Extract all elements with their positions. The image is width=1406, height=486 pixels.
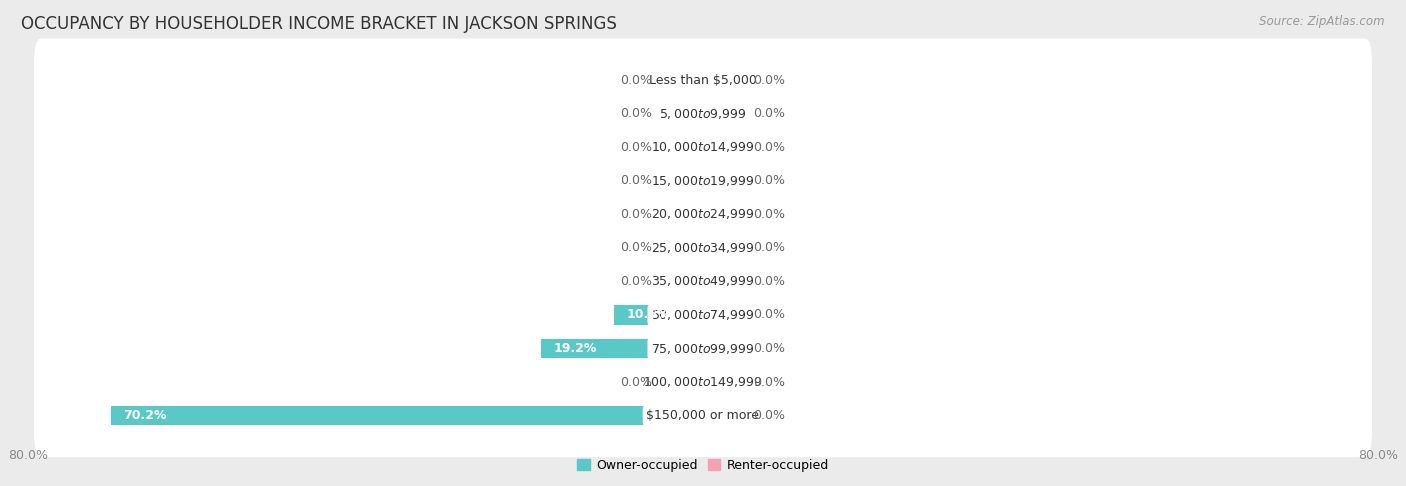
Text: OCCUPANCY BY HOUSEHOLDER INCOME BRACKET IN JACKSON SPRINGS: OCCUPANCY BY HOUSEHOLDER INCOME BRACKET … [21,15,617,33]
Legend: Owner-occupied, Renter-occupied: Owner-occupied, Renter-occupied [572,453,834,477]
Text: $150,000 or more: $150,000 or more [647,409,759,422]
Bar [657,272,703,291]
Bar [703,138,749,157]
Text: 0.0%: 0.0% [754,376,786,388]
Bar [657,372,703,392]
FancyBboxPatch shape [34,105,1372,189]
FancyBboxPatch shape [34,240,1372,323]
Text: 10.6%: 10.6% [626,309,669,321]
Text: $75,000 to $99,999: $75,000 to $99,999 [651,342,755,355]
Text: Source: ZipAtlas.com: Source: ZipAtlas.com [1260,15,1385,28]
Bar [703,70,749,90]
FancyBboxPatch shape [34,341,1372,424]
Text: 0.0%: 0.0% [754,107,786,120]
Text: 0.0%: 0.0% [620,107,652,120]
Text: Less than $5,000: Less than $5,000 [650,73,756,87]
Bar [703,205,749,224]
Bar [703,305,749,325]
Bar [703,238,749,258]
Text: 0.0%: 0.0% [754,141,786,154]
Bar [703,104,749,123]
FancyBboxPatch shape [34,307,1372,390]
Text: 0.0%: 0.0% [620,174,652,187]
Bar [703,339,749,358]
FancyBboxPatch shape [34,173,1372,256]
Text: 0.0%: 0.0% [754,73,786,87]
Text: 0.0%: 0.0% [754,174,786,187]
Text: 0.0%: 0.0% [754,309,786,321]
Text: 0.0%: 0.0% [754,275,786,288]
Bar [111,406,703,425]
Text: 0.0%: 0.0% [620,242,652,254]
Text: 0.0%: 0.0% [620,141,652,154]
Bar [657,104,703,123]
Text: 70.2%: 70.2% [124,409,167,422]
FancyBboxPatch shape [34,273,1372,357]
FancyBboxPatch shape [34,139,1372,223]
Bar [657,171,703,191]
Text: 0.0%: 0.0% [754,242,786,254]
Bar [541,339,703,358]
Text: 0.0%: 0.0% [620,376,652,388]
Text: 19.2%: 19.2% [554,342,598,355]
FancyBboxPatch shape [34,206,1372,290]
Text: 0.0%: 0.0% [620,275,652,288]
Text: 0.0%: 0.0% [754,208,786,221]
Text: 0.0%: 0.0% [754,342,786,355]
Text: $50,000 to $74,999: $50,000 to $74,999 [651,308,755,322]
Bar [703,171,749,191]
Text: $20,000 to $24,999: $20,000 to $24,999 [651,208,755,221]
Text: 0.0%: 0.0% [754,409,786,422]
Bar [703,272,749,291]
Text: $15,000 to $19,999: $15,000 to $19,999 [651,174,755,188]
Bar [703,372,749,392]
Text: 0.0%: 0.0% [620,208,652,221]
Bar [657,70,703,90]
Bar [657,238,703,258]
Text: $25,000 to $34,999: $25,000 to $34,999 [651,241,755,255]
Text: $5,000 to $9,999: $5,000 to $9,999 [659,106,747,121]
FancyBboxPatch shape [34,72,1372,155]
Bar [657,205,703,224]
FancyBboxPatch shape [34,374,1372,457]
Text: 0.0%: 0.0% [620,73,652,87]
Text: $35,000 to $49,999: $35,000 to $49,999 [651,275,755,288]
Bar [613,305,703,325]
Text: $10,000 to $14,999: $10,000 to $14,999 [651,140,755,154]
Bar [703,406,749,425]
Bar [657,138,703,157]
Text: $100,000 to $149,999: $100,000 to $149,999 [644,375,762,389]
FancyBboxPatch shape [34,38,1372,122]
